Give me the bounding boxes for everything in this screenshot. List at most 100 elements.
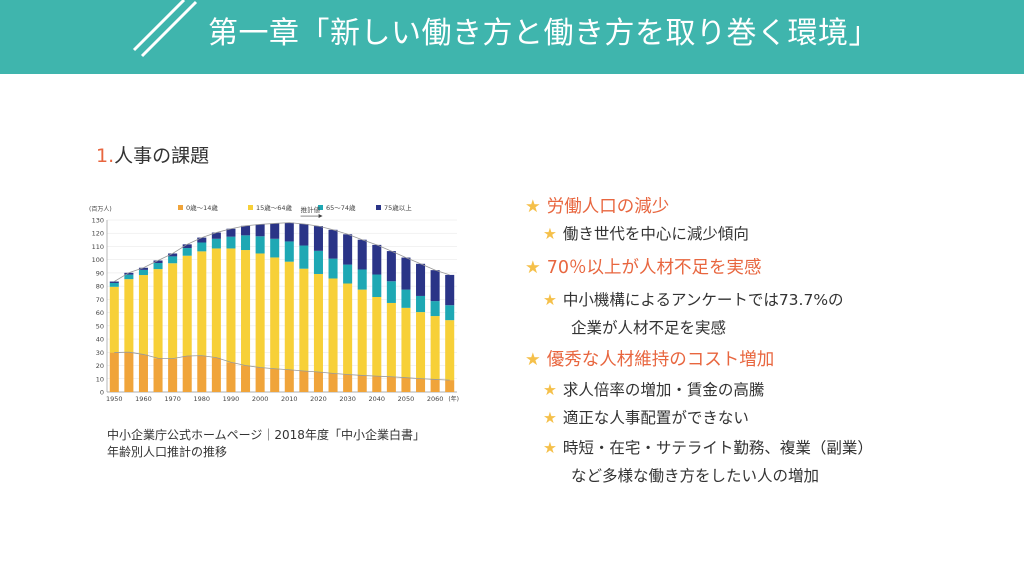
bar-segment bbox=[226, 228, 236, 237]
bullet-retention-cost: ★ 優秀な人材維持のコスト増加 bbox=[525, 346, 774, 371]
bar-segment bbox=[445, 320, 455, 381]
y-tick-label: 50 bbox=[96, 322, 104, 330]
bar-segment bbox=[372, 274, 382, 298]
x-tick-label: 1970 bbox=[164, 395, 181, 403]
legend-swatch bbox=[376, 205, 381, 210]
bar-segment bbox=[197, 237, 207, 243]
bar-segment bbox=[343, 264, 353, 284]
y-tick-label: 20 bbox=[96, 362, 104, 370]
x-tick-label: 2030 bbox=[339, 395, 356, 403]
bar-segment bbox=[182, 248, 192, 256]
sub-bullet: ★ 中小機構によるアンケートでは73.7%の bbox=[543, 286, 844, 314]
bar-segment bbox=[299, 223, 309, 246]
bar-segment bbox=[241, 250, 251, 366]
x-tick-label: 2050 bbox=[398, 395, 415, 403]
chart-caption: 中小企業庁公式ホームページ｜2018年度「中小企業白書」 年齢別人口推計の推移 bbox=[107, 427, 425, 461]
y-tick-label: 60 bbox=[96, 309, 104, 317]
bar-segment bbox=[211, 238, 221, 249]
bar-segment bbox=[357, 289, 367, 376]
x-tick-label: 1980 bbox=[194, 395, 211, 403]
x-tick-label: 2040 bbox=[369, 395, 386, 403]
total-population-line bbox=[114, 222, 450, 282]
bar-segment bbox=[153, 358, 163, 392]
bar-segment bbox=[270, 238, 280, 258]
bar-segment bbox=[328, 373, 338, 392]
legend-label: 15歳〜64歳 bbox=[256, 203, 293, 212]
y-tick-label: 70 bbox=[96, 296, 104, 304]
bar-segment bbox=[153, 269, 163, 359]
bar-segment bbox=[430, 316, 440, 380]
bar-segment bbox=[343, 374, 353, 392]
section-number: 1. bbox=[96, 145, 115, 167]
bar-segment bbox=[138, 267, 148, 270]
bar-segment bbox=[211, 232, 221, 239]
sub-bullet-continuation: 企業が人材不足を実感 bbox=[571, 319, 727, 337]
bar-segment bbox=[299, 268, 309, 371]
star-icon: ★ bbox=[543, 409, 557, 427]
bar-segment bbox=[299, 245, 309, 269]
bar-segment bbox=[241, 365, 251, 392]
bar-segment bbox=[416, 312, 426, 379]
bar-segment bbox=[386, 302, 396, 377]
section-heading: 1.人事の課題 bbox=[96, 141, 209, 168]
sub-bullet: ★ 求人倍率の増加・賃金の高騰 bbox=[543, 376, 764, 404]
bar-segment bbox=[270, 257, 280, 369]
bar-segment bbox=[153, 260, 163, 263]
bar-segment bbox=[416, 295, 426, 313]
bar-segment bbox=[255, 224, 265, 237]
bar-segment bbox=[328, 278, 338, 374]
bar-segment bbox=[313, 372, 323, 392]
bullet-talent-shortage: ★ 70％以上が人材不足を実感 bbox=[525, 254, 761, 279]
bar-segment bbox=[197, 355, 207, 392]
y-tick-label: 130 bbox=[92, 217, 104, 225]
bar-segment bbox=[197, 251, 207, 356]
y-tick-label: 30 bbox=[96, 349, 104, 357]
bar-segment bbox=[357, 239, 367, 270]
bar-segment bbox=[445, 305, 455, 321]
star-icon: ★ bbox=[525, 258, 541, 278]
bar-segment bbox=[255, 367, 265, 392]
bar-segment bbox=[226, 362, 236, 392]
star-icon: ★ bbox=[543, 291, 557, 309]
sub-bullet-text: 働き世代を中心に減少傾向 bbox=[562, 225, 749, 243]
legend-swatch bbox=[318, 205, 323, 210]
bar-segment bbox=[372, 297, 382, 377]
y-tick-label: 10 bbox=[96, 375, 104, 383]
bar-segment bbox=[445, 380, 455, 392]
header-bar: 第一章「新しい働き方と働き方を取り巻く環境」 bbox=[0, 0, 1024, 74]
x-tick-label: 2060 bbox=[427, 395, 444, 403]
bar-segment bbox=[284, 261, 294, 370]
caption-source: 中小企業庁公式ホームページ｜2018年度「中小企業白書」 bbox=[107, 428, 425, 442]
bar-segment bbox=[255, 236, 265, 254]
bar-segment bbox=[182, 255, 192, 357]
bar-segment bbox=[372, 376, 382, 392]
bar-segment bbox=[168, 253, 178, 257]
bar-segment bbox=[255, 253, 265, 368]
x-tick-label: 1950 bbox=[106, 395, 123, 403]
star-icon: ★ bbox=[525, 350, 541, 370]
bar-segment bbox=[124, 272, 134, 275]
bar-segment bbox=[386, 281, 396, 303]
star-icon: ★ bbox=[543, 225, 557, 243]
bar-segment bbox=[357, 269, 367, 290]
bar-segment bbox=[270, 223, 280, 239]
bar-segment bbox=[328, 258, 338, 279]
bar-segment bbox=[313, 273, 323, 373]
bar-segment bbox=[109, 282, 119, 287]
bar-segment bbox=[138, 269, 148, 276]
bar-segment bbox=[416, 378, 426, 392]
bar-segment bbox=[124, 352, 134, 392]
bar-segment bbox=[328, 229, 338, 259]
legend-label: 0歳〜14歳 bbox=[186, 203, 218, 212]
projection-arrowhead bbox=[318, 214, 323, 219]
y-tick-label: 120 bbox=[92, 230, 104, 238]
bar-segment bbox=[124, 274, 134, 280]
bar-segment bbox=[211, 357, 221, 392]
youth-population-line bbox=[114, 351, 450, 381]
bar-segment bbox=[372, 244, 382, 275]
bar-segment bbox=[357, 375, 367, 392]
bar-segment bbox=[182, 244, 192, 249]
x-axis-label: (年) bbox=[448, 395, 459, 403]
bar-segment bbox=[168, 256, 178, 264]
section-title: 人事の課題 bbox=[114, 145, 210, 167]
